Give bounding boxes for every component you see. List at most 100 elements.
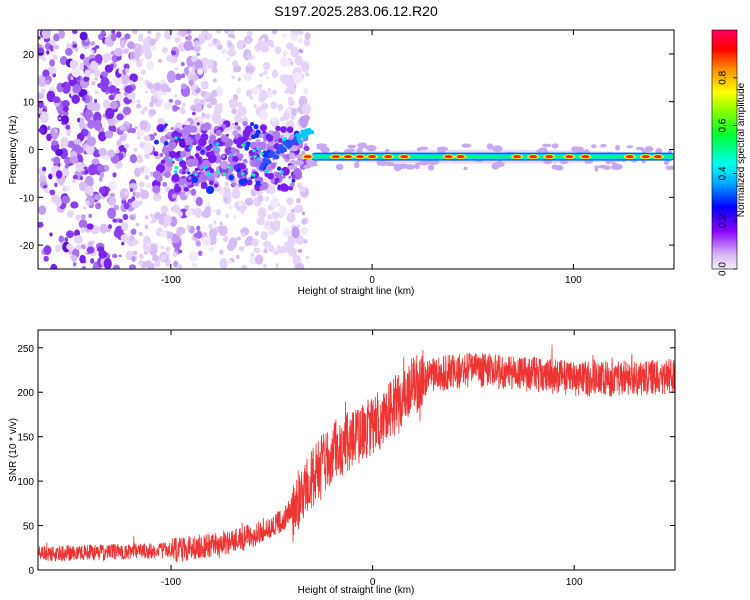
spectrogram-cell (61, 82, 66, 88)
spectrogram-cell (215, 142, 220, 146)
spectrogram-cell (187, 171, 191, 175)
spectrogram-cell (214, 183, 218, 188)
spectrogram-cell (294, 55, 304, 66)
spectrogram-cell (120, 44, 125, 49)
spectrogram-cell (185, 209, 194, 217)
spectrogram-cell (236, 126, 241, 131)
spectrogram-cell (98, 147, 108, 157)
spectrogram-cell (168, 98, 174, 103)
spectrogram-cell (237, 141, 245, 149)
spectrogram-cell (233, 214, 237, 220)
spectrogram-cell (66, 129, 72, 137)
spectrogram-cell (181, 102, 186, 107)
spectrogram-cell (287, 235, 295, 244)
spectrogram-cell (263, 61, 271, 71)
spectrogram-cell (139, 120, 148, 130)
spectrogram-cell (162, 181, 168, 187)
spectrogram-cell (666, 166, 674, 171)
spectrogram-cell (135, 222, 140, 227)
spectrogram-cell (50, 194, 61, 204)
spectrogram-cell (224, 141, 230, 149)
spectrogram-cell (208, 223, 213, 230)
spectrogram-cell (70, 254, 76, 260)
spectrogram-cell (250, 122, 255, 127)
spectrogram-cell (79, 176, 84, 181)
spectrogram-cell (75, 214, 81, 220)
spectrogram-cell (51, 140, 59, 146)
spectrogram-cell (88, 213, 93, 218)
spectrogram-cell (301, 150, 306, 156)
spectrogram-cell (131, 200, 140, 209)
spectrogram-cell (166, 70, 176, 84)
spectrogram-cell (215, 30, 222, 34)
spectrogram-cell (219, 249, 224, 255)
snr-y-axis-label: SNR (10 * v/v) (8, 418, 19, 482)
spectrogram-cell (59, 56, 68, 66)
spectrogram-cell (61, 170, 69, 176)
spectrogram-cell (138, 181, 145, 188)
spectrogram-cell (154, 211, 162, 220)
colorbar: 0.0 0.2 0.4 0.6 0.8 Normalized spectral ampl… (711, 29, 747, 276)
spectrogram-cell (166, 160, 174, 168)
spectrogram-cell (456, 155, 465, 159)
spectrogram-cell (190, 158, 199, 167)
spectrogram-cell (46, 133, 52, 142)
spectrogram-cell (43, 245, 52, 255)
spectrogram-cell (303, 155, 312, 159)
snr-y-tick-label: 100 (17, 477, 34, 488)
spectrogram-cell (291, 174, 296, 179)
spectrogram-cell (251, 173, 256, 177)
spectrogram-cell (243, 158, 248, 162)
spectrogram-cell (189, 251, 198, 262)
spectrogram-cell (266, 221, 271, 227)
spectrogram-cell (194, 173, 198, 177)
spectrogram-cell (103, 52, 112, 62)
spectrogram-cell (226, 39, 230, 44)
spectrogram-cell (223, 197, 228, 202)
spectrogram-cell (191, 111, 196, 116)
spectrogram-cell (284, 245, 292, 253)
spectrogram-cell (61, 121, 65, 125)
spectrogram-cell (123, 48, 129, 54)
spectrogram-cell (262, 197, 267, 201)
spectrogram-cell (243, 72, 253, 82)
spectrogram-cell (286, 197, 294, 206)
spectrogram-cell (94, 90, 99, 95)
snr-y-tick-label: 200 (17, 388, 34, 399)
spectrogram-cell (149, 220, 154, 224)
spectrogram-cell (200, 123, 208, 132)
spectrogram-cell (223, 235, 229, 243)
spectrogram-cell (108, 85, 117, 95)
spectrogram-cell (268, 185, 276, 195)
spectrogram-cell (174, 99, 182, 106)
spectrogram-cell (82, 205, 87, 210)
spectrogram-cell (205, 185, 215, 195)
spectrogram-cell (263, 70, 268, 75)
spectrogram-cell (240, 210, 244, 215)
spectrogram-cell (444, 155, 453, 159)
spectrogram-cell (141, 167, 145, 172)
spectrogram-cell (554, 164, 564, 171)
spectrogram-cell (137, 36, 143, 42)
spectrogram-cell (244, 145, 250, 151)
spectrogram-x-axis-label: Height of straight line (km) (298, 286, 415, 297)
spectrogram-cell (201, 112, 206, 118)
spectrogram-cell (93, 98, 98, 104)
spectrogram-cell (200, 182, 208, 189)
spectrogram-x-tick-label: 100 (565, 275, 582, 286)
spectrogram-cell (261, 37, 265, 43)
spectrogram-cell (165, 186, 171, 193)
spectrogram-cell (39, 49, 43, 53)
spectrogram-cell (163, 214, 172, 226)
spectrogram-cell (74, 47, 79, 52)
spectrogram-cell (644, 146, 654, 152)
spectrogram-cell (105, 107, 115, 119)
spectrogram-cell (153, 82, 162, 91)
spectrogram-cell (81, 96, 86, 102)
spectrogram-cell (206, 201, 211, 206)
spectrogram-cell (384, 155, 393, 159)
spectrogram-cell (146, 60, 154, 71)
spectrogram-cell (230, 147, 237, 154)
spectrogram-cell (266, 91, 273, 99)
spectrogram-cell (41, 56, 47, 62)
